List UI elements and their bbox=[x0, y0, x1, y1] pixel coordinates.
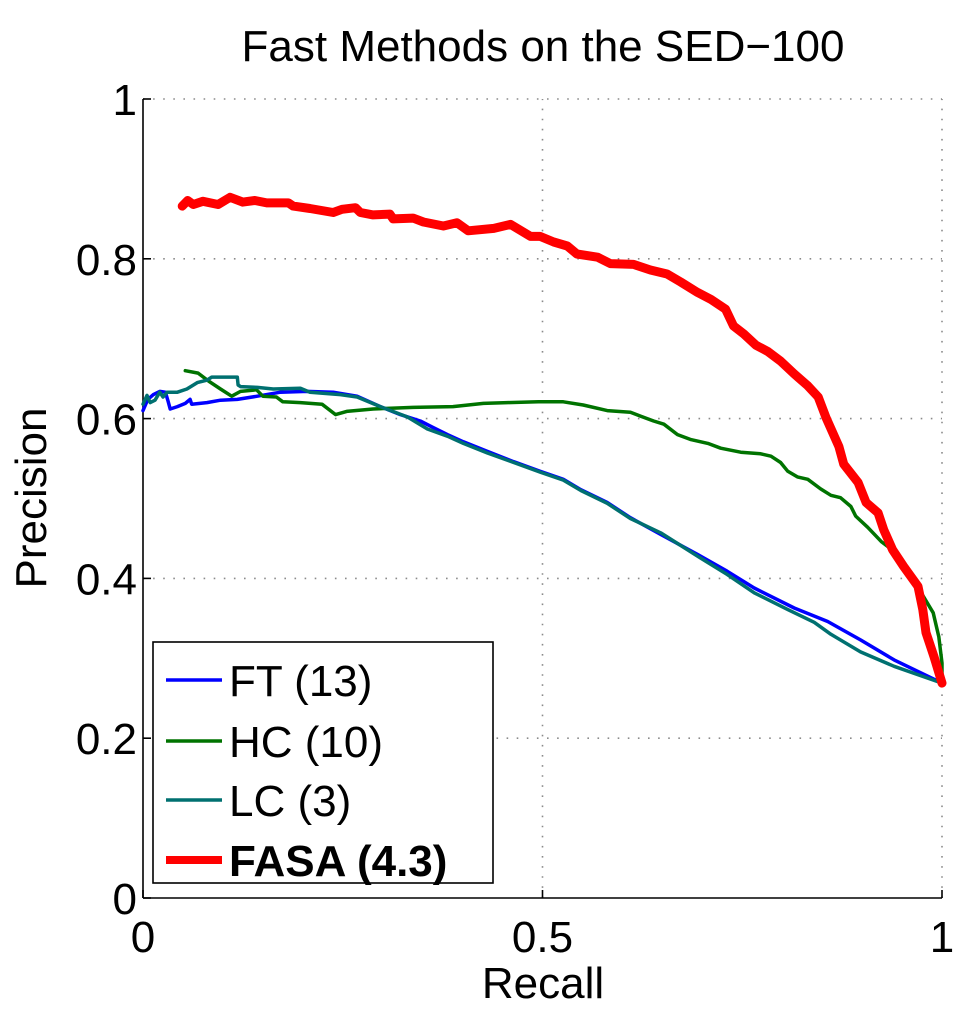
x-axis-label: Recall bbox=[482, 959, 604, 1008]
x-tick-label: 0 bbox=[131, 913, 155, 962]
legend-box bbox=[152, 641, 494, 884]
x-tick-label: 0.5 bbox=[512, 913, 573, 962]
legend-label-lc: LC (3) bbox=[229, 777, 351, 826]
legend-label-fasa: FASA (4.3) bbox=[229, 837, 447, 886]
y-tick-label: 0.8 bbox=[76, 236, 137, 285]
legend: FT (13) HC (10) LC (3) FASA (4.3) bbox=[152, 641, 494, 886]
axes-layer bbox=[142, 98, 943, 899]
legend-label-ft: FT (13) bbox=[229, 657, 372, 706]
legend-item-ft: FT (13) bbox=[166, 657, 372, 706]
y-tick-label: 0.6 bbox=[76, 396, 137, 445]
series-line-lc bbox=[141, 375, 944, 685]
legend-item-fasa: FASA (4.3) bbox=[166, 837, 447, 886]
series-layer bbox=[141, 192, 947, 688]
y-axis-label: Precision bbox=[7, 408, 56, 589]
legend-items: FT (13) HC (10) LC (3) FASA (4.3) bbox=[166, 657, 447, 886]
y-tick-label: 0.2 bbox=[76, 715, 137, 764]
series-line-hc bbox=[183, 368, 944, 685]
series-line-fasa bbox=[177, 192, 947, 688]
y-tick-label: 0.4 bbox=[76, 555, 137, 604]
x-tick-labels: 0 0.5 1 bbox=[131, 913, 954, 962]
y-tick-label: 0 bbox=[113, 875, 137, 924]
series-line-ft bbox=[141, 389, 944, 685]
chart-title: Fast Methods on the SED−100 bbox=[242, 22, 845, 71]
y-tick-labels: 0 0.2 0.4 0.6 0.8 1 bbox=[76, 76, 137, 924]
y-tick-label: 1 bbox=[113, 76, 137, 125]
x-tick-label: 1 bbox=[930, 913, 954, 962]
legend-item-hc: HC (10) bbox=[166, 718, 383, 767]
legend-item-lc: LC (3) bbox=[166, 777, 351, 826]
legend-label-hc: HC (10) bbox=[229, 718, 383, 767]
